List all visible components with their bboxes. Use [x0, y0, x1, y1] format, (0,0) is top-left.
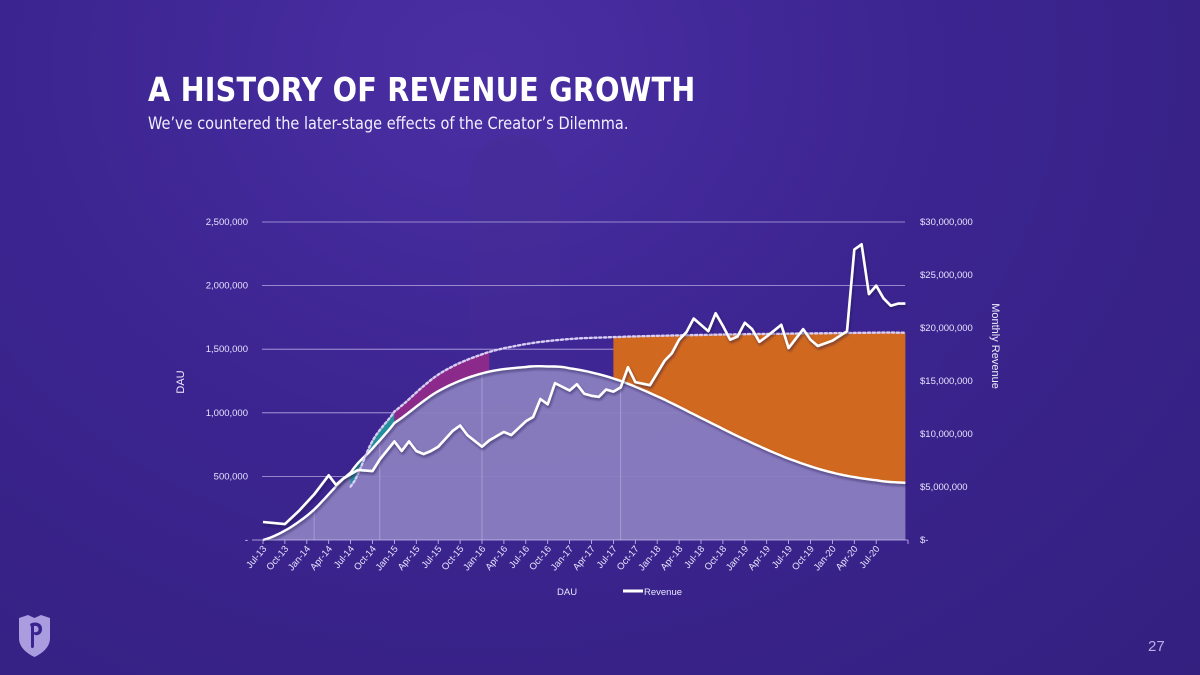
- x-tick-label: Oct-19: [790, 544, 817, 573]
- x-tick-label: Oct-15: [440, 544, 467, 573]
- legend-label-dau: DAU: [557, 587, 577, 598]
- x-tick-label: Oct-16: [527, 544, 554, 573]
- left-axis-tick-label: 2,500,000: [206, 217, 248, 228]
- right-axis-title: Monthly Revenue: [989, 303, 1001, 389]
- x-tick-label: Oct-18: [702, 544, 729, 573]
- right-axis-tick-label: $-: [920, 535, 928, 546]
- legend: DAU Revenue: [557, 587, 682, 598]
- right-axis-tick-label: $30,000,000: [920, 217, 973, 228]
- x-tick-label: Jan-16: [461, 544, 488, 573]
- chart-lines: [262, 243, 907, 542]
- x-tick-label: Apr-15: [396, 544, 423, 573]
- potential-dotted-line: [349, 331, 907, 488]
- x-tick-label: Apr-17: [571, 544, 598, 573]
- x-tick-label: Jan-18: [636, 544, 663, 573]
- teal-band: [350, 411, 395, 487]
- area-fills: [263, 332, 906, 540]
- x-tick-label: Jan-15: [374, 544, 401, 573]
- x-tick-label: Oct-17: [615, 544, 642, 573]
- x-tick-label: Oct-14: [352, 544, 379, 573]
- left-axis-tick-label: 2,000,000: [206, 281, 248, 292]
- x-tick-label: Apr-18: [659, 544, 686, 573]
- x-tick-label: Jan-20: [812, 544, 839, 573]
- dau-curve-line: [262, 365, 906, 542]
- left-axis-tick-label: 1,500,000: [206, 344, 248, 355]
- x-tick-label: Oct-13: [264, 544, 291, 573]
- orange-band: [613, 332, 906, 483]
- x-tick-label: Apr-20: [834, 544, 861, 573]
- slide-subtitle: We’ve countered the later-stage effects …: [148, 114, 629, 133]
- vertical-markers: [313, 373, 622, 540]
- x-tick-label: Jan-14: [286, 544, 313, 573]
- slide-title: A HISTORY OF REVENUE GROWTH: [148, 70, 696, 109]
- page-number: 27: [1148, 638, 1165, 655]
- right-axis-tick-label: $10,000,000: [920, 429, 973, 440]
- x-tick-label: Jan-19: [724, 544, 751, 573]
- right-axis-tick-label: $15,000,000: [920, 376, 973, 387]
- x-tick-label: Jan-17: [549, 544, 576, 573]
- right-axis-tick-label: $20,000,000: [920, 323, 973, 334]
- magenta-band: [394, 351, 490, 423]
- x-tick-label: Jul-20: [857, 544, 882, 571]
- x-tick-label: Apr-16: [483, 544, 510, 573]
- x-tick-label: Apr-14: [308, 544, 335, 573]
- left-axis-title: DAU: [175, 370, 187, 393]
- right-axis-tick-label: $5,000,000: [920, 482, 968, 493]
- revenue-line: [262, 243, 906, 526]
- left-axis-tick-label: 1,000,000: [206, 408, 248, 419]
- left-axis-tick-label: 500,000: [214, 471, 248, 482]
- right-axis-tick-label: $25,000,000: [920, 270, 973, 281]
- legend-label-revenue: Revenue: [644, 587, 682, 598]
- dau-area: [263, 366, 906, 540]
- left-axis-tick-label: -: [245, 535, 248, 546]
- shield-p-logo-icon: [19, 615, 50, 657]
- x-tick-label: Apr-19: [746, 544, 773, 573]
